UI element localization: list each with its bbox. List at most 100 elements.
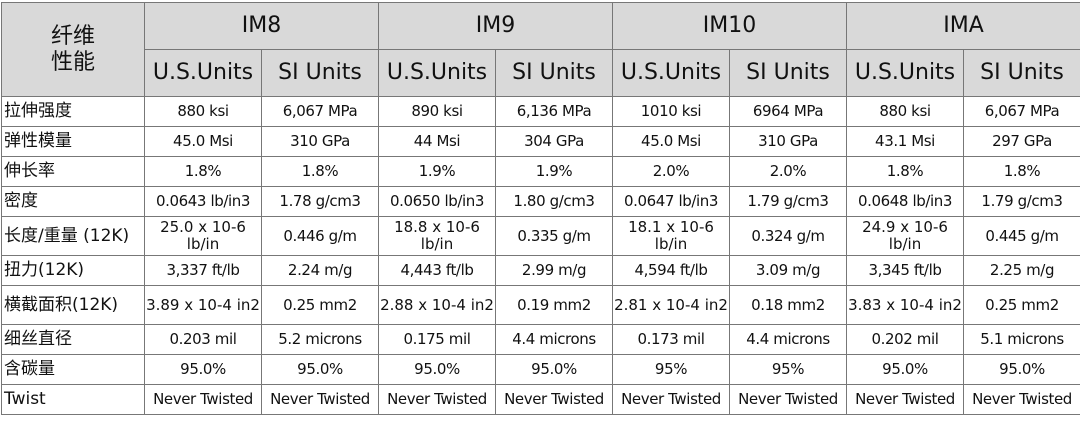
unit-header: U.S.Units: [379, 50, 496, 97]
row-label: Twist: [2, 385, 145, 415]
data-cell: 1.80 g/cm3: [496, 187, 613, 217]
data-cell: 1.78 g/cm3: [262, 187, 379, 217]
data-cell: 95.0%: [379, 355, 496, 385]
data-cell: 1.79 g/cm3: [964, 187, 1080, 217]
data-cell: 6,067 MPa: [964, 97, 1080, 127]
unit-header: SI Units: [262, 50, 379, 97]
data-cell: 0.19 mm2: [496, 286, 613, 325]
data-cell: 4,594 ft/lb: [613, 256, 730, 286]
data-cell: Never Twisted: [262, 385, 379, 415]
data-cell: 2.24 m/g: [262, 256, 379, 286]
data-cell: 2.88 x 10-4 in2: [379, 286, 496, 325]
unit-header: U.S.Units: [613, 50, 730, 97]
data-cell: 44 Msi: [379, 127, 496, 157]
unit-header: SI Units: [496, 50, 613, 97]
corner-line: 纤维: [3, 24, 143, 50]
data-cell: 1.8%: [847, 157, 964, 187]
data-cell: 6,067 MPa: [262, 97, 379, 127]
data-cell: 45.0 Msi: [613, 127, 730, 157]
data-cell: 2.0%: [613, 157, 730, 187]
group-header: IM10: [613, 3, 847, 50]
unit-header: U.S.Units: [847, 50, 964, 97]
row-label: 含碳量: [2, 355, 145, 385]
data-cell: Never Twisted: [145, 385, 262, 415]
data-cell: 95.0%: [496, 355, 613, 385]
data-cell: Never Twisted: [847, 385, 964, 415]
row-label: 横截面积(12K): [2, 286, 145, 325]
data-cell: 0.0647 lb/in3: [613, 187, 730, 217]
unit-header: SI Units: [964, 50, 1080, 97]
data-cell: 3.09 m/g: [730, 256, 847, 286]
data-cell: 18.8 x 10-6 lb/in: [379, 217, 496, 256]
data-cell: 1.79 g/cm3: [730, 187, 847, 217]
data-cell: Never Twisted: [496, 385, 613, 415]
data-cell: 0.18 mm2: [730, 286, 847, 325]
data-cell: 24.9 x 10-6 lb/in: [847, 217, 964, 256]
data-cell: 880 ksi: [145, 97, 262, 127]
data-cell: 5.1 microns: [964, 325, 1080, 355]
data-cell: 95.0%: [145, 355, 262, 385]
data-cell: 95.0%: [262, 355, 379, 385]
group-header: IM8: [145, 3, 379, 50]
data-cell: 43.1 Msi: [847, 127, 964, 157]
data-cell: 25.0 x 10-6 lb/in: [145, 217, 262, 256]
data-cell: 0.173 mil: [613, 325, 730, 355]
data-cell: 3.83 x 10-4 in2: [847, 286, 964, 325]
data-cell: 0.25 mm2: [262, 286, 379, 325]
data-cell: 95%: [613, 355, 730, 385]
data-cell: 0.202 mil: [847, 325, 964, 355]
data-cell: 6,136 MPa: [496, 97, 613, 127]
data-cell: 4,443 ft/lb: [379, 256, 496, 286]
row-label: 长度/重量 (12K): [2, 217, 145, 256]
data-cell: 0.324 g/m: [730, 217, 847, 256]
data-cell: 0.446 g/m: [262, 217, 379, 256]
data-cell: 4.4 microns: [496, 325, 613, 355]
data-cell: 18.1 x 10-6 lb/in: [613, 217, 730, 256]
data-cell: 1.9%: [379, 157, 496, 187]
data-cell: 310 GPa: [730, 127, 847, 157]
group-header: IM9: [379, 3, 613, 50]
data-cell: 2.0%: [730, 157, 847, 187]
data-cell: 2.81 x 10-4 in2: [613, 286, 730, 325]
data-cell: 0.25 mm2: [964, 286, 1080, 325]
data-cell: 4.4 microns: [730, 325, 847, 355]
data-cell: 297 GPa: [964, 127, 1080, 157]
row-label: 扭力(12K): [2, 256, 145, 286]
data-cell: Never Twisted: [613, 385, 730, 415]
data-cell: 95.0%: [964, 355, 1080, 385]
data-cell: 0.175 mil: [379, 325, 496, 355]
row-label: 细丝直径: [2, 325, 145, 355]
data-cell: 0.335 g/m: [496, 217, 613, 256]
data-cell: 3.89 x 10-4 in2: [145, 286, 262, 325]
data-cell: 1.9%: [496, 157, 613, 187]
data-cell: Never Twisted: [379, 385, 496, 415]
data-cell: 880 ksi: [847, 97, 964, 127]
data-cell: 95.0%: [847, 355, 964, 385]
data-cell: Never Twisted: [964, 385, 1080, 415]
data-cell: 890 ksi: [379, 97, 496, 127]
data-cell: 3,345 ft/lb: [847, 256, 964, 286]
corner-cell: 纤维性能: [2, 3, 145, 97]
data-cell: 6964 MPa: [730, 97, 847, 127]
data-cell: 2.99 m/g: [496, 256, 613, 286]
data-cell: 0.445 g/m: [964, 217, 1080, 256]
data-cell: 45.0 Msi: [145, 127, 262, 157]
row-label: 密度: [2, 187, 145, 217]
data-cell: 0.0648 lb/in3: [847, 187, 964, 217]
